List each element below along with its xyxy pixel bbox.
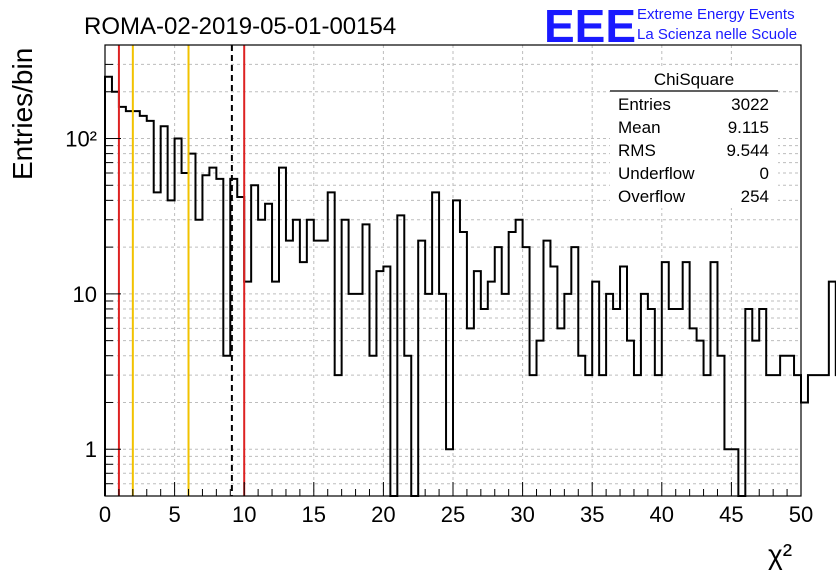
x-tick-label: 5	[168, 502, 180, 527]
run-title: ROMA-02-2019-05-01-00154	[84, 13, 396, 40]
stat-value: 0	[760, 164, 769, 183]
stat-label: Underflow	[618, 164, 695, 183]
stats-rows: Entries 3022 Mean 9.115 RMS 9.544 Underflow 0 Ov…	[618, 95, 769, 206]
y-axis-title: Entries/bin	[7, 48, 38, 180]
y-tick-label: 10²	[65, 127, 97, 152]
stat-label: Overflow	[618, 187, 686, 206]
eee-logo: EEE	[544, 0, 636, 52]
stat-value: 9.544	[726, 141, 769, 160]
stat-value: 9.115	[728, 118, 769, 137]
x-tick-label: 50	[789, 502, 813, 527]
x-tick-label: 10	[232, 502, 256, 527]
stat-label: Entries	[618, 95, 671, 114]
y-tick-label: 1	[85, 437, 97, 462]
y-tick-labels: 1 10 10²	[65, 127, 97, 463]
logo-line-2: La Scienza nelle Scuole	[637, 26, 797, 43]
stat-value: 254	[741, 187, 769, 206]
stat-value: 3022	[731, 95, 769, 114]
x-tick-label: 15	[302, 502, 326, 527]
histogram-line	[104, 75, 836, 497]
reference-lines	[117, 45, 246, 496]
y-tick-label: 10	[73, 282, 97, 307]
stat-label: Mean	[618, 118, 661, 137]
stats-box: ChiSquare Entries 3022 Mean 9.115 RMS 9.544 Un…	[610, 68, 778, 208]
x-tick-label: 45	[719, 502, 743, 527]
logo-line-1: Extreme Energy Events	[637, 6, 795, 23]
x-tick-label: 20	[371, 502, 395, 527]
stats-title: ChiSquare	[654, 70, 734, 89]
x-tick-label: 40	[650, 502, 674, 527]
x-tick-label: 35	[580, 502, 604, 527]
x-tick-label: 0	[99, 502, 111, 527]
axis-ticks	[104, 44, 802, 497]
x-axis-title: χ²	[768, 539, 792, 570]
x-tick-label: 25	[441, 502, 465, 527]
stat-label: RMS	[618, 141, 656, 160]
x-tick-label: 30	[510, 502, 534, 527]
x-tick-labels: 0 5 10 15 20 25 30 35 40 45 50	[99, 502, 813, 527]
